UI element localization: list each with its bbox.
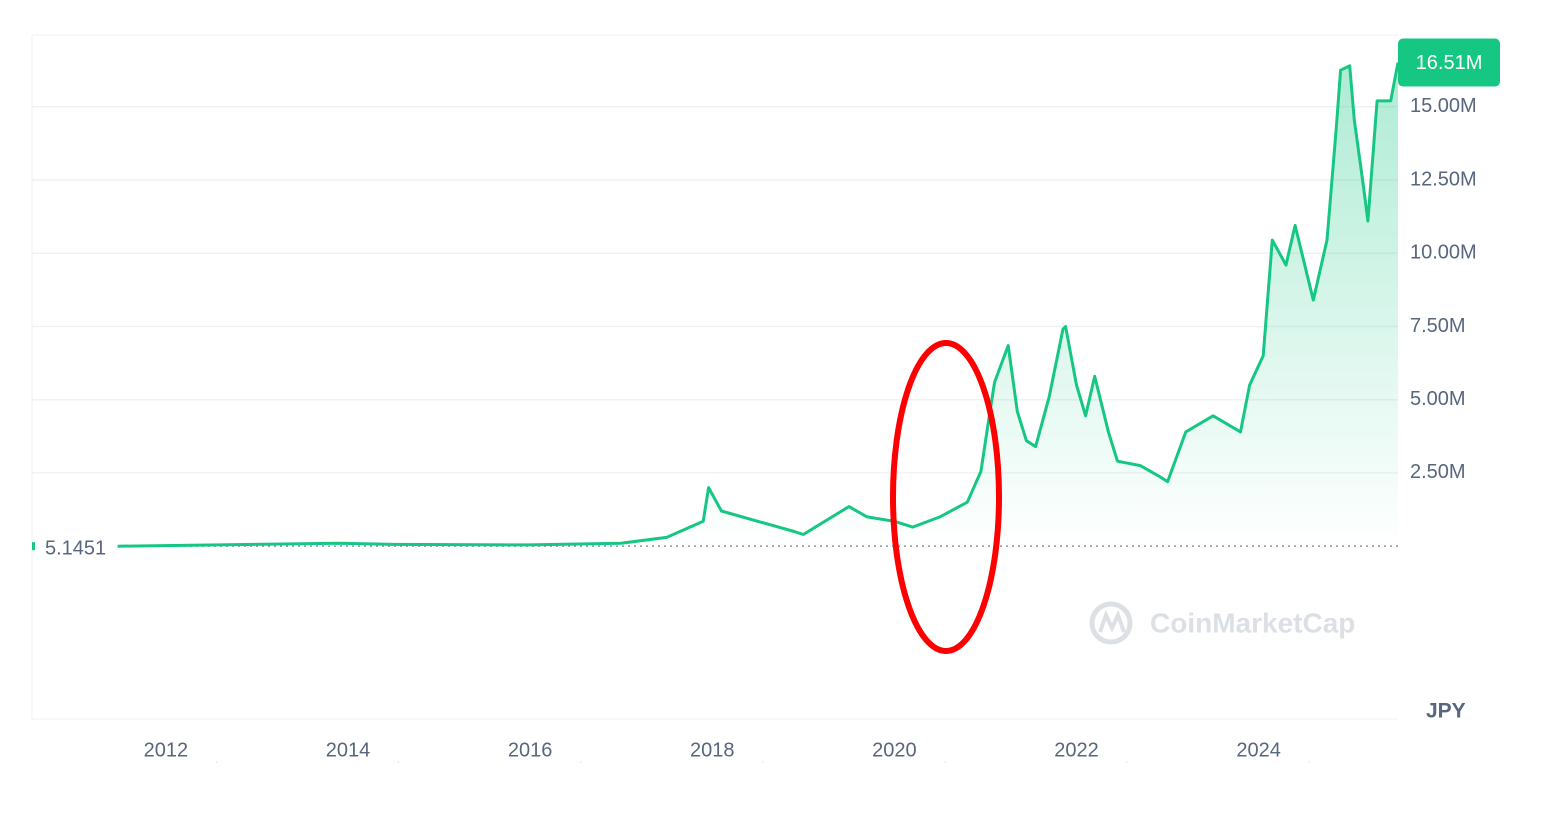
watermark-logo-mark <box>1098 609 1126 633</box>
x-tick-label: 2020 <box>872 739 917 761</box>
y-tick-label: 7.50M <box>1410 315 1466 337</box>
x-tick-label: 2014 <box>326 739 371 761</box>
watermark: CoinMarketCap <box>1150 607 1355 638</box>
watermark-group: CoinMarketCap <box>1089 601 1355 645</box>
grid <box>32 106 1398 547</box>
x-tick-label: 2022 <box>1054 739 1099 761</box>
current-price-label: 16.51M <box>1416 52 1483 74</box>
watermark-logo <box>1089 601 1133 645</box>
price-area <box>117 62 1399 547</box>
start-price-label: 5.1451 <box>45 537 106 559</box>
x-tick-label: 2012 <box>144 739 189 761</box>
price-line <box>117 62 1400 548</box>
y-tick-label: 10.00M <box>1410 242 1477 264</box>
currency-label: JPY <box>1426 700 1466 723</box>
y-tick-label: 2.50M <box>1410 461 1466 483</box>
highlight-ellipse <box>890 340 1002 654</box>
y-tick-label: 15.00M <box>1410 95 1477 117</box>
x-tick-label: 2016 <box>508 739 553 761</box>
area-layer <box>117 62 1399 547</box>
y-tick-label: 5.00M <box>1410 388 1466 410</box>
x-tick-label: 2024 <box>1236 739 1281 761</box>
x-tick-label: 2018 <box>690 739 735 761</box>
line-layer <box>117 62 1400 548</box>
start-price-marker <box>32 542 35 551</box>
current-price-badge <box>1398 38 1500 87</box>
y-tick-label: 12.50M <box>1410 168 1477 190</box>
